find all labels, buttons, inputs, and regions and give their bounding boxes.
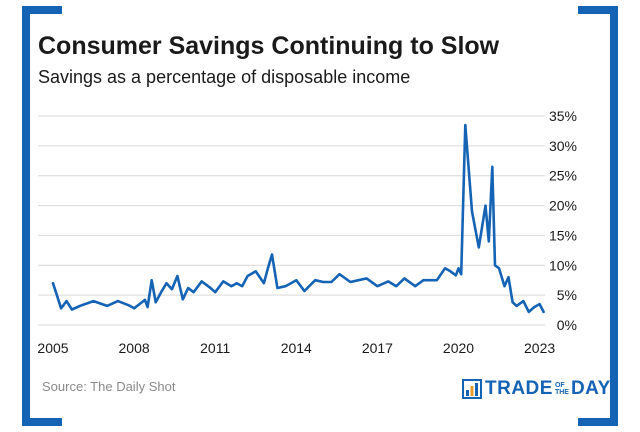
trade-of-the-day-logo: TRADE OF THE DAY xyxy=(462,378,611,400)
y-tick-label: 20% xyxy=(549,198,577,214)
y-tick-label: 10% xyxy=(549,257,577,273)
source-note: Source: The Daily Shot xyxy=(42,379,176,394)
brand-text-trade: TRADE xyxy=(485,378,553,399)
x-tick-label: 2023 xyxy=(524,340,555,356)
y-tick-label: 30% xyxy=(549,138,577,154)
y-tick-label: 25% xyxy=(549,168,577,184)
y-tick-label: 15% xyxy=(549,227,577,243)
brand-text-of-the: OF THE xyxy=(555,382,569,396)
y-axis-ticks: 0% 5% 10% 15% 20% 25% 30% 35% xyxy=(549,108,577,333)
frame-top-right-vertical xyxy=(610,6,618,426)
frame-top-right-horizontal xyxy=(578,6,618,14)
x-tick-label: 2017 xyxy=(362,340,393,356)
chart-title: Consumer Savings Continuing to Slow xyxy=(38,32,500,60)
grid-lines xyxy=(38,115,545,326)
frame-bottom-right-horizontal xyxy=(578,418,618,426)
frame-bottom-left-horizontal xyxy=(22,418,62,426)
x-axis-ticks: 2005 2008 2011 2014 2017 2020 2023 xyxy=(37,340,555,356)
series-layer xyxy=(51,123,545,314)
chart-subtitle: Savings as a percentage of disposable in… xyxy=(38,67,411,87)
brand-text-the: THE xyxy=(554,389,569,396)
y-tick-label: 35% xyxy=(549,108,577,124)
y-tick-label: 5% xyxy=(557,287,577,303)
brand-text-day: DAY xyxy=(570,378,611,399)
series-line-savings-rate xyxy=(51,123,545,314)
frame-top-left-horizontal xyxy=(22,6,62,14)
frame-top-left-vertical xyxy=(22,6,30,426)
x-tick-label: 2011 xyxy=(200,340,230,356)
bar-chart-icon xyxy=(462,379,482,399)
brand-text-of: OF xyxy=(554,382,565,389)
x-tick-label: 2014 xyxy=(281,340,312,356)
x-tick-label: 2008 xyxy=(119,340,150,356)
x-tick-label: 2005 xyxy=(37,340,68,356)
x-tick-label: 2020 xyxy=(443,340,474,356)
y-tick-label: 0% xyxy=(557,317,577,333)
